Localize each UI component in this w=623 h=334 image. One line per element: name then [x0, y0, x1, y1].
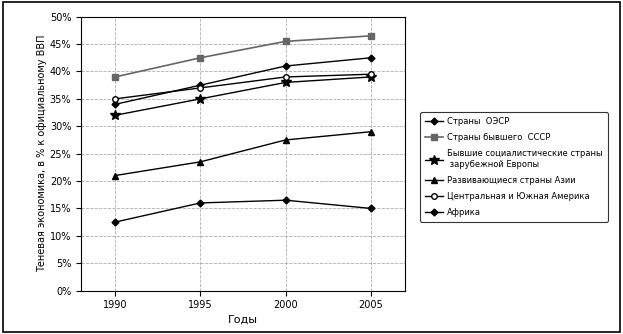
- Legend: Страны  ОЭСР, Страны бывшего  СССР, Бывшие социалистические страны
 зарубежной Е: Страны ОЭСР, Страны бывшего СССР, Бывшие…: [420, 112, 608, 222]
- Развивающиеся страны Азии: [197, 160, 204, 164]
- Центральная и Южная Америка: [282, 75, 289, 79]
- Страны  ОЭСР: [367, 56, 374, 60]
- Развивающиеся страны Азии: [367, 130, 374, 134]
- Центральная и Южная Америка: [112, 97, 119, 101]
- Бывшие социалистические страны
 зарубежной Европы: [282, 80, 289, 85]
- Line: Развивающиеся страны Азии: Развивающиеся страны Азии: [112, 129, 374, 178]
- Бывшие социалистические страны
 зарубежной Европы: [367, 75, 374, 79]
- Африка: [282, 198, 289, 202]
- Line: Бывшие социалистические страны
 зарубежной Европы: Бывшие социалистические страны зарубежно…: [110, 72, 376, 120]
- Страны  ОЭСР: [282, 64, 289, 68]
- Центральная и Южная Америка: [367, 72, 374, 76]
- Страны бывшего  СССР: [112, 75, 119, 79]
- Центральная и Южная Америка: [197, 86, 204, 90]
- Африка: [367, 206, 374, 210]
- Страны бывшего  СССР: [197, 56, 204, 60]
- Бывшие социалистические страны
 зарубежной Европы: [197, 97, 204, 101]
- Line: Страны бывшего  СССР: Страны бывшего СССР: [112, 33, 374, 80]
- Y-axis label: Теневая экономика, в % к официальному ВВП: Теневая экономика, в % к официальному ВВ…: [37, 35, 47, 273]
- Страны  ОЭСР: [112, 102, 119, 106]
- Развивающиеся страны Азии: [282, 138, 289, 142]
- Развивающиеся страны Азии: [112, 174, 119, 178]
- X-axis label: Годы: Годы: [228, 315, 258, 324]
- Страны бывшего  СССР: [367, 34, 374, 38]
- Бывшие социалистические страны
 зарубежной Европы: [112, 113, 119, 117]
- Африка: [112, 220, 119, 224]
- Африка: [197, 201, 204, 205]
- Line: Центральная и Южная Америка: Центральная и Южная Америка: [112, 71, 374, 102]
- Страны бывшего  СССР: [282, 39, 289, 43]
- Line: Страны  ОЭСР: Страны ОЭСР: [113, 55, 373, 107]
- Line: Африка: Африка: [113, 198, 373, 224]
- Страны  ОЭСР: [197, 83, 204, 87]
